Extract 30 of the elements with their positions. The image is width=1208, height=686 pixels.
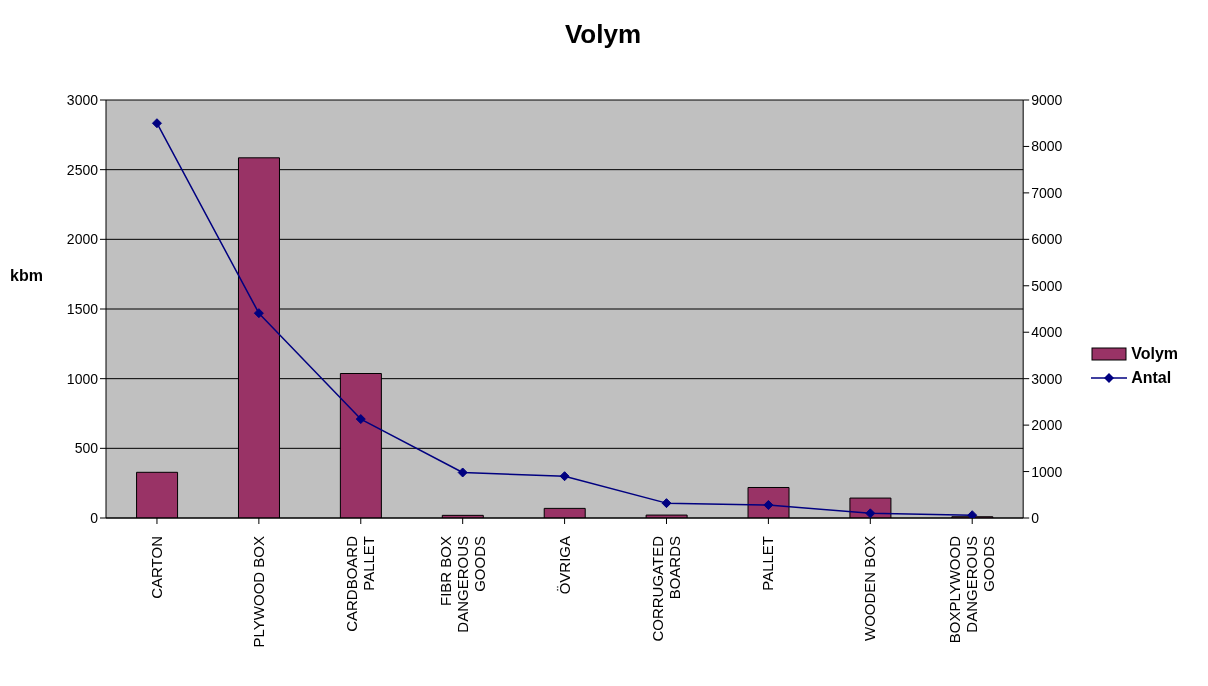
x-tick-label: CARTON <box>147 536 165 599</box>
x-tick-label: PLYWOOD BOX <box>249 536 267 648</box>
chart-title: Volym <box>563 18 643 51</box>
y2-tick-label: 0 <box>1031 509 1040 526</box>
y-tick-label: 3000 <box>66 91 99 108</box>
y-tick-label: 1000 <box>66 370 99 387</box>
x-tick-label: CARDBOARD PALLET <box>343 535 378 632</box>
x-tick-label: FIBR BOX DANGEROUS GOODS <box>436 536 488 633</box>
legend-label: Antal <box>1131 369 1172 387</box>
y2-tick-label: 1000 <box>1031 463 1063 480</box>
y-tick-label: 1500 <box>66 300 99 317</box>
y-tick-label: 2000 <box>66 231 99 248</box>
x-tick-label: CORRUGATED BOARDS <box>648 535 683 642</box>
y2-tick-label: 6000 <box>1031 231 1063 248</box>
y2-tick-label: 4000 <box>1031 324 1063 341</box>
y-tick-label: 500 <box>74 440 99 457</box>
x-tick-label: PALLET <box>759 536 777 591</box>
y2-tick-label: 8000 <box>1031 138 1063 155</box>
y2-tick-label: 9000 <box>1031 91 1063 108</box>
y-tick-label: 0 <box>90 509 99 526</box>
y2-tick-label: 5000 <box>1031 277 1063 294</box>
x-tick-label: BOXPLYWOOD DANGEROUS GOODS <box>946 535 998 644</box>
x-tick-label: WOODEN BOX <box>861 536 879 642</box>
y2-tick-label: 2000 <box>1031 417 1063 434</box>
y2-tick-label: 3000 <box>1031 370 1063 387</box>
x-tick-label: ÖVRIGA <box>555 536 573 595</box>
y-tick-label: 2500 <box>66 161 99 178</box>
legend-label: Volym <box>1131 345 1178 363</box>
y2-tick-label: 7000 <box>1031 184 1063 201</box>
y-axis-title: kbm <box>10 267 43 285</box>
